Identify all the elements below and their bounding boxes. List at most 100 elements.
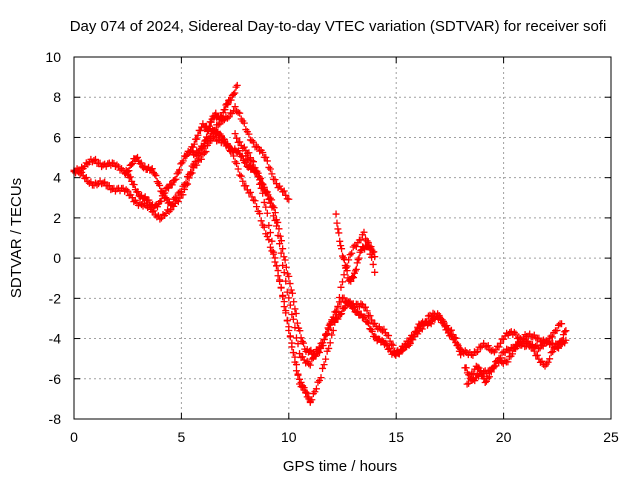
data-point <box>285 195 293 203</box>
data-point <box>365 319 373 327</box>
data-point <box>243 155 251 163</box>
data-point <box>248 157 256 165</box>
data-point <box>495 343 503 351</box>
data-point <box>371 332 379 340</box>
data-point <box>289 348 297 356</box>
data-point <box>266 165 274 173</box>
data-point <box>256 210 264 218</box>
data-point <box>326 339 334 347</box>
data-point <box>168 181 176 189</box>
data-point <box>125 174 133 182</box>
data-point <box>251 197 259 205</box>
data-point <box>354 256 362 264</box>
data-point <box>99 161 107 169</box>
data-point <box>248 193 256 201</box>
data-point <box>274 272 282 280</box>
data-point <box>380 325 388 333</box>
data-point <box>188 169 196 177</box>
data-point <box>290 298 298 306</box>
data-point <box>370 248 378 256</box>
data-point <box>466 374 474 382</box>
data-point <box>193 161 201 169</box>
data-point <box>319 364 327 372</box>
data-point <box>279 188 287 196</box>
data-point <box>319 339 327 347</box>
data-point <box>332 307 340 315</box>
data-point <box>493 342 501 350</box>
data-point <box>463 380 471 388</box>
y-tick-label: 8 <box>53 89 61 105</box>
data-point <box>458 348 466 356</box>
data-point <box>500 335 508 343</box>
data-point <box>291 324 299 332</box>
data-point <box>317 339 325 347</box>
data-point <box>274 184 282 192</box>
data-point <box>292 309 300 317</box>
data-point <box>516 335 524 343</box>
data-point <box>322 355 330 363</box>
data-point <box>328 331 336 339</box>
data-point <box>352 265 360 273</box>
data-point <box>245 156 253 164</box>
data-point <box>418 325 426 333</box>
series-track-5 <box>231 130 465 369</box>
data-point <box>474 348 482 356</box>
data-point <box>333 219 341 227</box>
data-point <box>538 357 546 365</box>
data-point <box>447 326 455 334</box>
data-point <box>285 294 293 302</box>
data-point <box>557 341 565 349</box>
data-point <box>357 300 365 308</box>
data-point <box>230 90 238 98</box>
data-point <box>482 377 490 385</box>
data-point <box>535 345 543 353</box>
data-point <box>312 385 320 393</box>
data-point <box>281 256 289 264</box>
data-point <box>230 152 238 160</box>
data-point <box>443 322 451 330</box>
data-point <box>469 370 477 378</box>
data-point <box>472 348 480 356</box>
data-point <box>214 121 222 129</box>
series-track-4 <box>188 132 379 405</box>
data-point <box>476 367 484 375</box>
data-point <box>485 373 493 381</box>
data-point <box>191 158 199 166</box>
data-point <box>266 243 274 251</box>
data-point <box>227 96 235 104</box>
data-point <box>477 343 485 351</box>
data-point <box>348 249 356 257</box>
data-point <box>294 371 302 379</box>
x-axis-label: GPS time / hours <box>283 458 397 475</box>
data-point <box>528 341 536 349</box>
data-point <box>152 172 160 180</box>
y-tick-label: -2 <box>49 290 62 306</box>
data-points <box>70 81 570 406</box>
data-point <box>347 277 355 285</box>
data-point <box>202 136 210 144</box>
data-point <box>104 160 112 168</box>
data-point <box>291 305 299 313</box>
data-point <box>305 360 313 368</box>
data-point <box>107 186 115 194</box>
data-point <box>404 338 412 346</box>
data-point <box>331 318 339 326</box>
data-point <box>296 350 304 358</box>
chart-title: Day 074 of 2024, Sidereal Day-to-day VTE… <box>70 18 607 35</box>
data-point <box>492 358 500 366</box>
data-point <box>562 336 570 344</box>
data-point <box>302 359 310 367</box>
data-point <box>480 368 488 376</box>
data-point <box>194 131 202 139</box>
data-point <box>257 184 265 192</box>
data-point <box>286 280 294 288</box>
data-point <box>362 303 370 311</box>
data-point <box>288 311 296 319</box>
data-point <box>231 103 239 111</box>
data-point <box>265 236 273 244</box>
data-point <box>292 334 300 342</box>
series-track-6 <box>242 152 314 406</box>
data-point <box>504 358 512 366</box>
